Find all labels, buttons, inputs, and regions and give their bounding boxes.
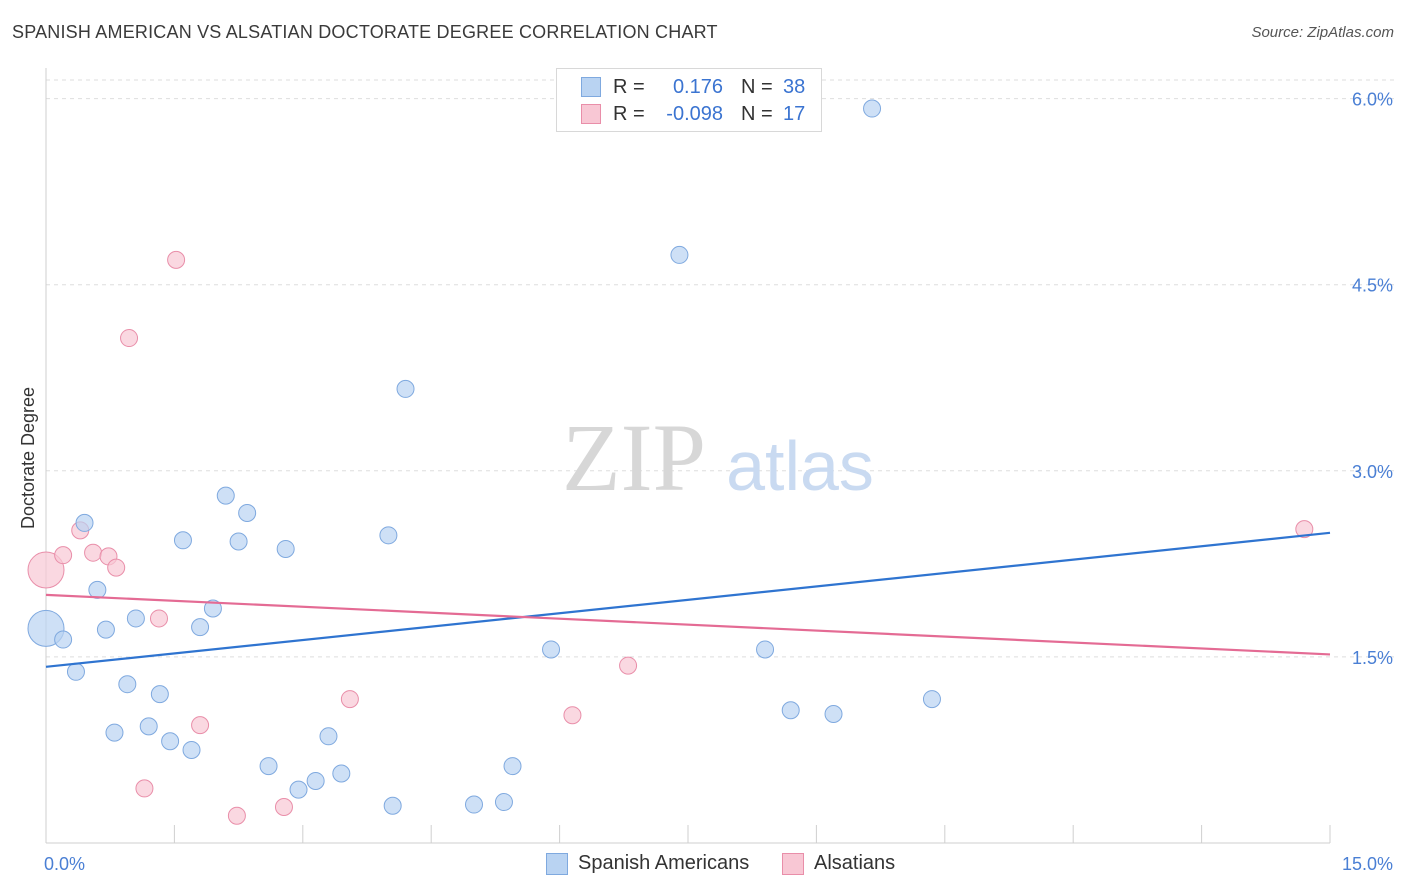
correlation-legend: R = 0.176 N = 38 R = -0.098 N = 17	[556, 68, 822, 132]
legend-swatch-pink	[782, 852, 804, 875]
y-tick-label: 1.5%	[1352, 648, 1393, 668]
legend-label: Spanish Americans	[578, 852, 750, 874]
y-tick-label: 6.0%	[1352, 90, 1393, 110]
spanish-american-point	[216, 486, 235, 505]
spanish-american-point	[118, 675, 137, 694]
alsatian-point	[135, 779, 154, 798]
legend-r-value: -0.098	[666, 102, 723, 125]
spanish-american-point	[383, 796, 402, 815]
legend-r-value: 0.176	[672, 75, 723, 98]
trendline-spanish-americans	[45, 531, 1331, 668]
spanish-american-point	[756, 640, 775, 659]
y-tick-label: 4.5%	[1352, 276, 1393, 296]
legend-label: Alsatians	[814, 852, 896, 874]
y-axis-label: Doctorate Degree	[18, 387, 38, 529]
legend-swatch-blue	[581, 77, 601, 97]
alsatian-point	[54, 546, 73, 565]
legend-row-spanish-americans: R = 0.176 N = 38	[581, 74, 805, 100]
chart-title: SPANISH AMERICAN VS ALSATIAN DOCTORATE D…	[12, 22, 718, 42]
spanish-american-point	[238, 503, 257, 522]
spanish-american-point	[396, 379, 415, 398]
spanish-american-point	[161, 732, 180, 751]
trendlines	[45, 531, 1331, 668]
watermark-atlas: atlas	[726, 427, 874, 505]
spanish-american-point	[88, 580, 107, 599]
watermark-zip: ZIP	[562, 404, 706, 511]
axes	[45, 68, 1331, 844]
alsatian-point	[227, 806, 246, 825]
spanish-american-point	[824, 704, 843, 723]
legend-row-alsatians: R = -0.098 N = 17	[581, 101, 805, 127]
spanish-american-point	[319, 727, 338, 746]
spanish-american-point	[203, 599, 222, 618]
spanish-american-point	[306, 771, 325, 790]
alsatian-point	[1295, 520, 1314, 539]
spanish-american-point	[66, 662, 85, 681]
spanish-american-point	[126, 609, 145, 628]
series-legend: Spanish Americans Alsatians	[0, 852, 1406, 878]
spanish-american-point	[289, 780, 308, 799]
legend-n-label: N =	[741, 75, 773, 98]
spanish-american-point	[191, 618, 210, 637]
spanish-american-point	[96, 620, 115, 639]
y-tick-label: 3.0%	[1352, 462, 1393, 482]
legend-item-alsatians[interactable]: Alsatians	[782, 852, 895, 875]
alsatian-point	[563, 706, 582, 725]
legend-n-value: 17	[783, 102, 806, 125]
legend-swatch-blue	[546, 852, 568, 875]
alsatian-point	[149, 609, 168, 628]
spanish-american-point	[494, 793, 513, 812]
legend-n-label: N =	[741, 102, 773, 125]
spanish-american-point	[922, 690, 941, 709]
spanish-american-point	[75, 513, 94, 532]
grid-lines	[46, 79, 1394, 658]
tick-labels: 1.5% 3.0% 4.5% 6.0% 0.0% 15.0%	[44, 90, 1393, 874]
legend-n-value: 38	[783, 75, 806, 98]
legend-r-label: R =	[613, 102, 645, 125]
trendline-alsatians	[45, 593, 1331, 656]
legend-item-spanish-americans[interactable]: Spanish Americans	[546, 852, 749, 875]
series-spanish-americans	[27, 99, 941, 815]
spanish-american-point	[150, 685, 169, 704]
spanish-american-point	[276, 539, 295, 558]
spanish-american-point	[542, 640, 561, 659]
series-alsatians	[27, 250, 1314, 825]
x-tick-label: 0.0%	[44, 854, 85, 874]
spanish-american-point	[379, 526, 398, 545]
alsatian-point	[84, 543, 103, 562]
alsatian-point	[340, 690, 359, 709]
alsatian-point	[167, 250, 186, 269]
spanish-american-point	[259, 757, 278, 776]
alsatian-point	[619, 656, 638, 675]
spanish-american-point	[139, 717, 158, 736]
source-label: Source: ZipAtlas.com	[1251, 24, 1394, 41]
legend-swatch-pink	[581, 104, 601, 124]
alsatian-point	[274, 798, 293, 817]
spanish-american-point	[781, 701, 800, 720]
spanish-american-point	[173, 531, 192, 550]
legend-r-label: R =	[613, 75, 645, 98]
spanish-american-point	[503, 757, 522, 776]
spanish-american-point	[332, 764, 351, 783]
spanish-american-point	[465, 795, 483, 814]
spanish-american-point	[182, 740, 201, 759]
spanish-american-point	[54, 630, 73, 649]
alsatian-point	[191, 716, 210, 735]
alsatian-point	[120, 329, 139, 348]
watermark: ZIP atlas	[562, 404, 874, 511]
spanish-american-point	[105, 723, 124, 742]
spanish-american-point	[863, 99, 882, 118]
alsatian-point	[27, 551, 65, 589]
spanish-american-point	[670, 245, 689, 264]
spanish-american-point	[229, 532, 248, 551]
x-tick-label: 15.0%	[1342, 854, 1393, 874]
alsatian-point	[107, 558, 126, 577]
